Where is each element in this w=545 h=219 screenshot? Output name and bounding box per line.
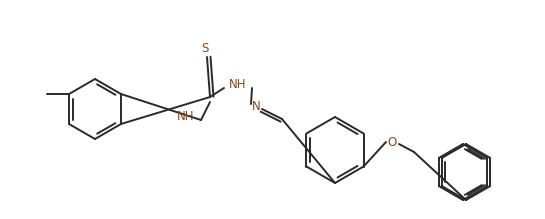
Text: O: O [387, 136, 397, 148]
Text: NH: NH [229, 78, 247, 92]
Text: N: N [252, 101, 261, 113]
Text: S: S [201, 42, 209, 55]
Text: NH: NH [177, 111, 195, 124]
